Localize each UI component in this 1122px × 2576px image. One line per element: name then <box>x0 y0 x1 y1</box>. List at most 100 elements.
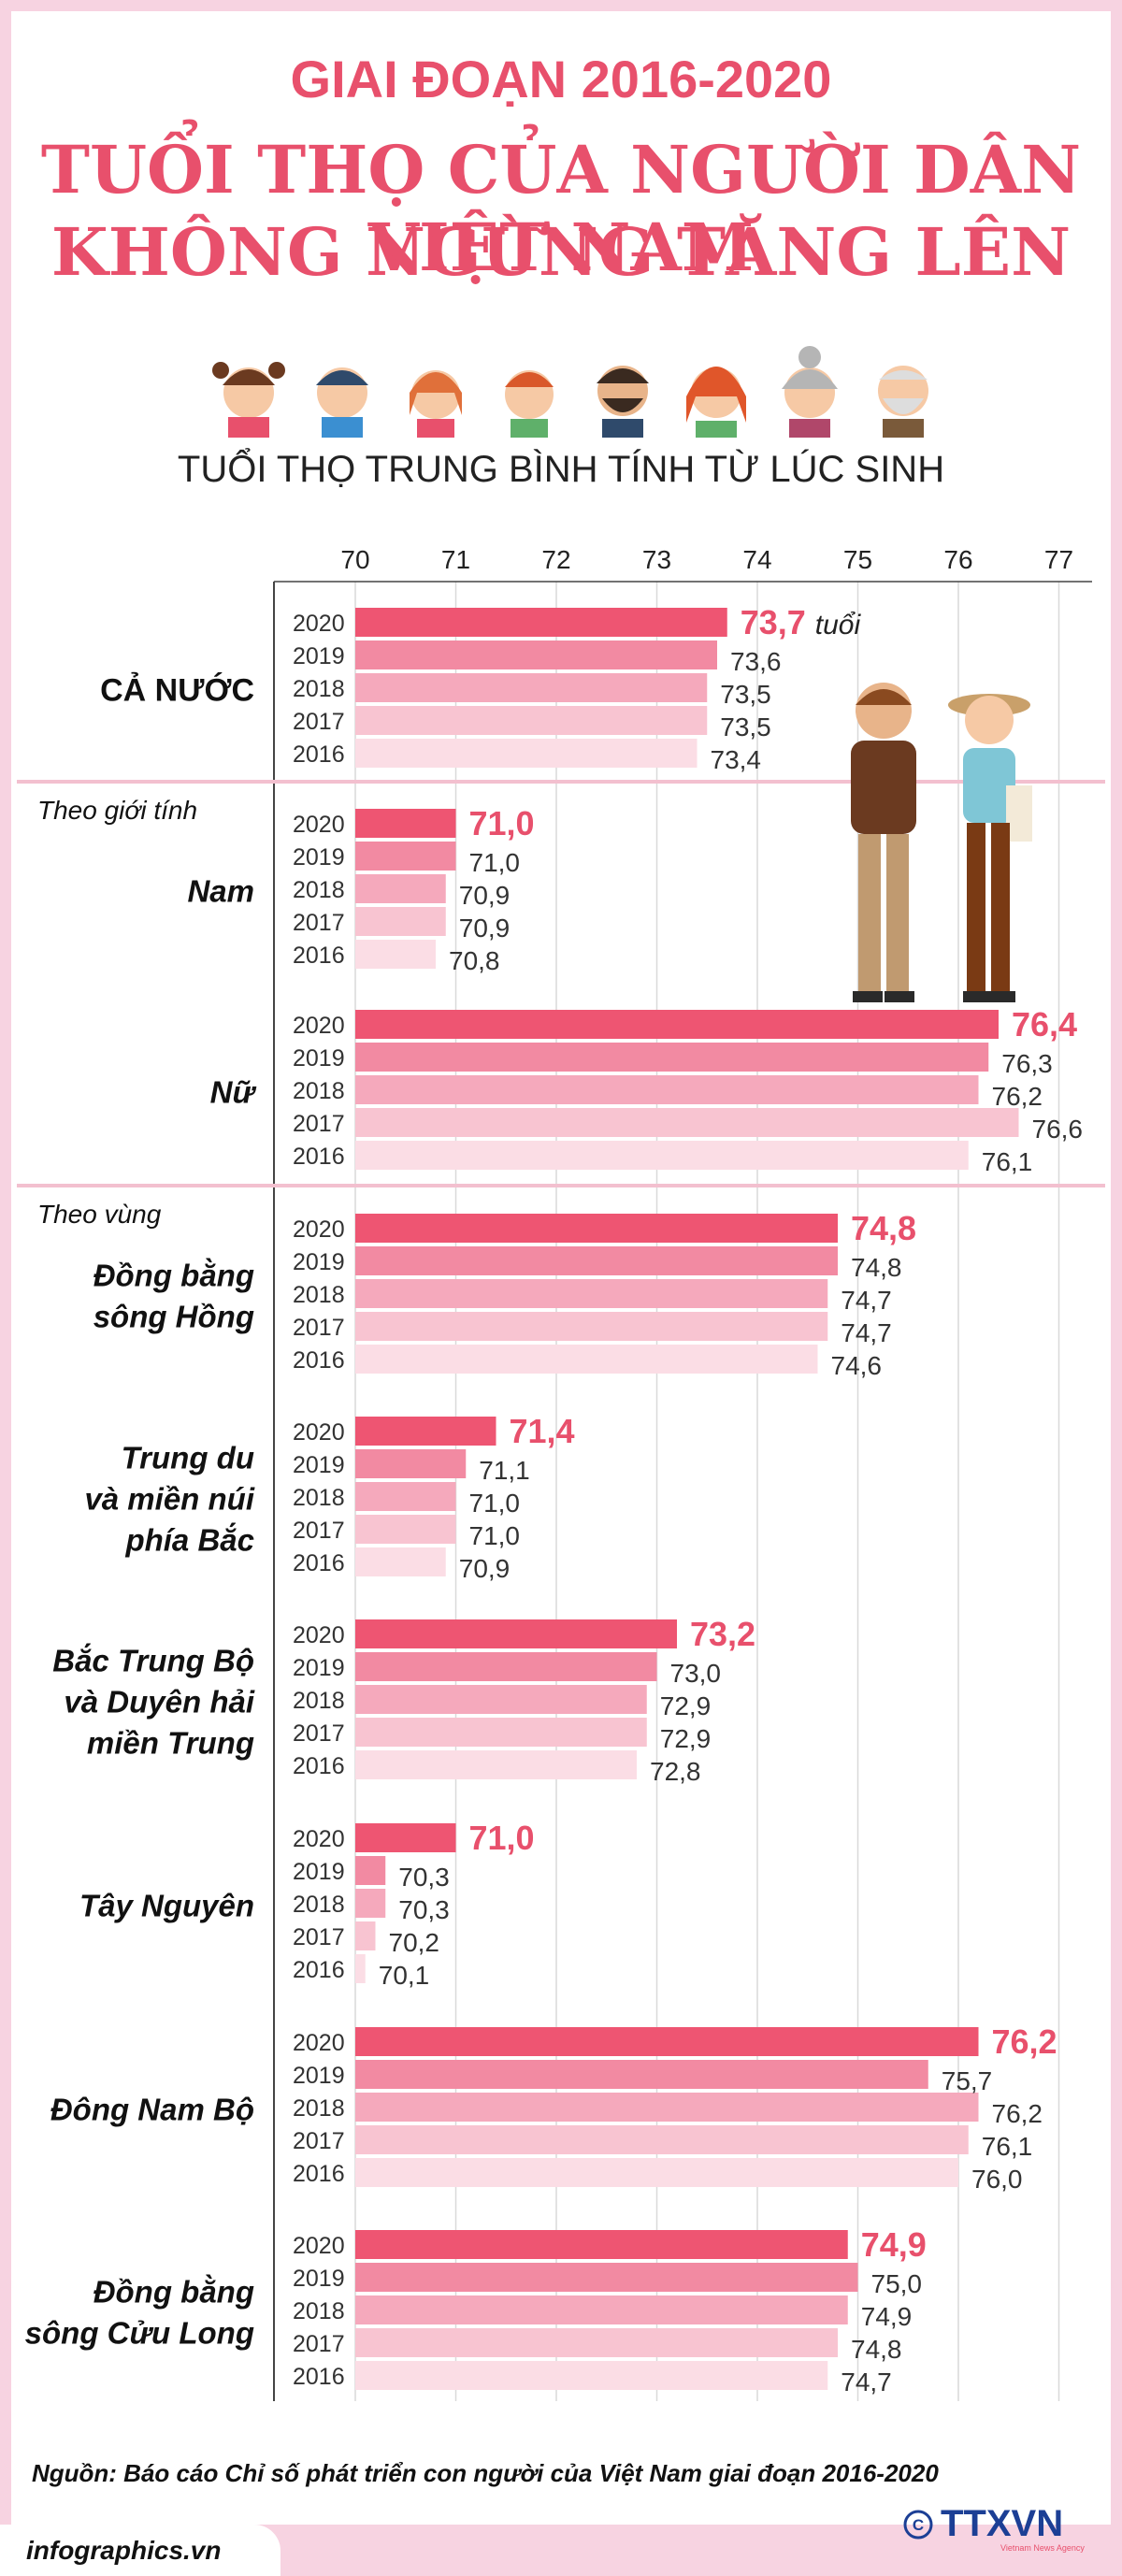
year-label: 2017 <box>293 2331 345 2357</box>
value-label: 76,2 <box>992 1082 1043 1111</box>
year-label: 2020 <box>293 1216 345 1243</box>
bar <box>355 2361 828 2390</box>
girl-face-icon <box>212 362 285 438</box>
value-label: 70,2 <box>389 1928 440 1957</box>
bar <box>355 706 708 735</box>
bar <box>355 2093 979 2122</box>
year-label: 2019 <box>293 1249 345 1275</box>
year-label: 2018 <box>293 1688 345 1714</box>
year-label: 2017 <box>293 1518 345 1544</box>
woman-face-icon <box>686 367 746 438</box>
bar <box>355 2125 969 2154</box>
year-label: 2016 <box>293 1753 345 1779</box>
x-tick-label: 71 <box>441 545 470 574</box>
couple-illustration <box>851 683 1032 1002</box>
bar <box>355 2263 858 2292</box>
section-label: Theo giới tính <box>37 796 197 825</box>
value-label: 74,7 <box>841 1286 892 1315</box>
teen-girl-face-icon <box>410 370 462 438</box>
year-label: 2020 <box>293 812 345 838</box>
value-label: 71,0 <box>469 804 535 842</box>
bar <box>355 673 708 702</box>
bar <box>355 842 456 871</box>
teen-boy-face-icon <box>505 370 554 438</box>
x-tick-label: 76 <box>943 545 972 574</box>
group-label: Đồng bằng <box>94 2275 254 2310</box>
value-label: 76,1 <box>982 1147 1033 1176</box>
value-label: 76,1 <box>982 2132 1033 2161</box>
value-label: 71,0 <box>469 1489 521 1518</box>
value-label: 73,0 <box>670 1659 722 1688</box>
year-label: 2017 <box>293 1315 345 1341</box>
bar <box>355 1312 828 1341</box>
woman-figure-icon <box>948 694 1032 1002</box>
group-label: Bắc Trung Bộ <box>52 1644 254 1678</box>
year-label: 2020 <box>293 1826 345 1852</box>
bar <box>355 1108 1019 1137</box>
value-label: 72,9 <box>660 1724 712 1753</box>
chart-title: TUỔI THỌ TRUNG BÌNH TÍNH TỪ LÚC SINH <box>177 449 945 490</box>
year-label: 2016 <box>293 1550 345 1576</box>
bar <box>355 1075 979 1104</box>
year-label: 2019 <box>293 2063 345 2089</box>
year-label: 2016 <box>293 1957 345 1983</box>
value-label: 76,4 <box>1012 1005 1077 1043</box>
bar <box>355 1547 446 1576</box>
value-label: 70,1 <box>379 1961 430 1990</box>
section-label: Theo vùng <box>37 1200 162 1229</box>
bar <box>355 1921 376 1950</box>
group-label: và Duyên hải <box>64 1685 254 1720</box>
value-label: 74,7 <box>841 2367 892 2396</box>
value-label: 71,0 <box>469 848 521 877</box>
grandmother-face-icon <box>782 346 838 438</box>
year-label: 2018 <box>293 2298 345 2324</box>
value-label: 70,9 <box>459 881 511 910</box>
year-label: 2016 <box>293 2364 345 2390</box>
year-label: 2017 <box>293 2128 345 2154</box>
group-label: Nam <box>187 874 254 909</box>
year-label: 2018 <box>293 676 345 702</box>
brand-name: TTXVN <box>941 2503 1063 2544</box>
value-label: 75,0 <box>871 2269 923 2298</box>
value-label: 74,8 <box>851 1253 902 1282</box>
bar <box>355 1515 456 1544</box>
x-tick-label: 70 <box>340 545 369 574</box>
year-label: 2016 <box>293 2161 345 2187</box>
year-label: 2017 <box>293 1924 345 1950</box>
group-label: Tây Nguyên <box>79 1889 254 1923</box>
site-link[interactable]: infographics.vn <box>26 2536 222 2565</box>
year-label: 2018 <box>293 1485 345 1511</box>
bar <box>355 1482 456 1511</box>
brand-logo: C TTXVN Vietnam News Agency <box>903 2503 1085 2553</box>
value-label: 74,8 <box>851 2335 902 2364</box>
grandfather-face-icon <box>878 366 928 438</box>
bar <box>355 640 717 669</box>
svg-text:C: C <box>913 2516 924 2534</box>
year-label: 2017 <box>293 709 345 735</box>
year-label: 2017 <box>293 1111 345 1137</box>
value-label: 76,2 <box>992 2022 1057 2061</box>
value-label: 75,7 <box>942 2066 993 2095</box>
bar <box>355 1279 828 1308</box>
year-label: 2016 <box>293 1144 345 1170</box>
value-label: 72,8 <box>650 1757 701 1786</box>
year-label: 2020 <box>293 2233 345 2259</box>
year-label: 2017 <box>293 1720 345 1747</box>
x-tick-label: 75 <box>843 545 872 574</box>
bar <box>355 1214 838 1243</box>
bar <box>355 2295 848 2324</box>
year-label: 2019 <box>293 643 345 669</box>
bar <box>355 1823 456 1852</box>
year-label: 2020 <box>293 1622 345 1648</box>
boy-face-icon <box>316 367 368 438</box>
bar <box>355 1246 838 1275</box>
value-label: 73,7 <box>741 603 806 641</box>
year-label: 2016 <box>293 741 345 768</box>
people-illustration <box>212 346 928 438</box>
bar <box>355 1954 366 1983</box>
headline-line2: KHÔNG NGỪNG TĂNG LÊN <box>50 213 1072 291</box>
group-label: Nữ <box>210 1075 257 1110</box>
bar <box>355 907 446 936</box>
year-label: 2019 <box>293 2266 345 2292</box>
year-label: 2020 <box>293 1013 345 1039</box>
